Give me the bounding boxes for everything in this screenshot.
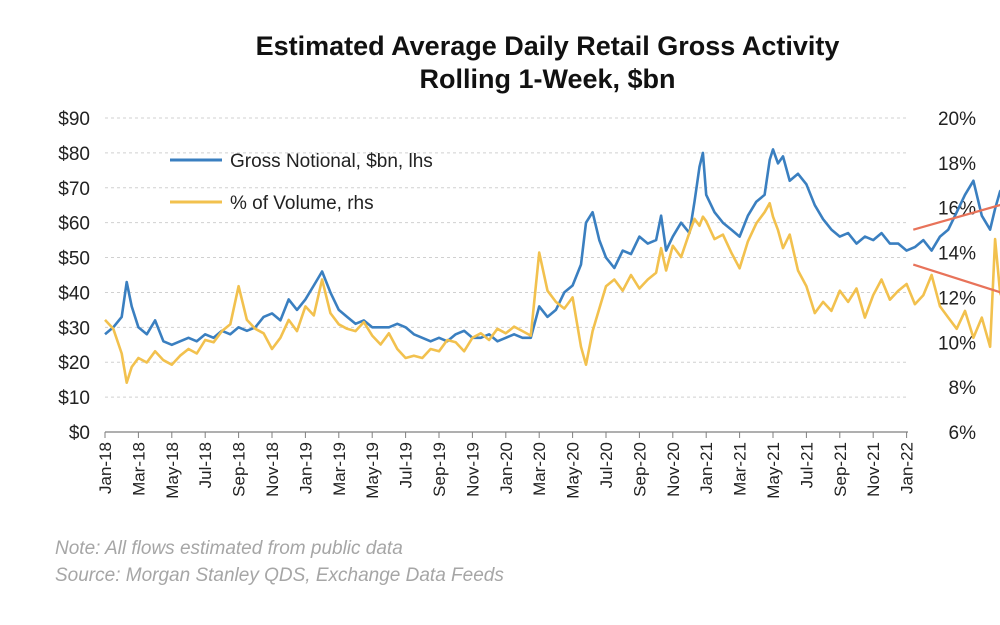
right-axis-tick-label: 18%	[938, 154, 976, 175]
x-axis-tick-label: Jul-18	[196, 442, 215, 488]
x-axis-tick-label: Sep-18	[230, 442, 249, 497]
series-line-pct-volume	[104, 201, 1000, 384]
x-axis-tick-label: Jan-21	[697, 442, 716, 494]
legend-label-gross-notional: Gross Notional, $bn, lhs	[230, 151, 433, 172]
left-axis-tick-label: $30	[58, 318, 90, 339]
left-axis-tick-label: $20	[58, 353, 90, 374]
right-axis-tick-label: 6%	[949, 423, 977, 444]
chart-title: Estimated Average Daily Retail Gross Act…	[255, 31, 840, 61]
trend-arrow-down	[912, 263, 1000, 294]
x-axis-tick-label: Sep-20	[630, 442, 649, 497]
x-axis-tick-label: May-21	[764, 442, 783, 499]
x-axis-tick-label: Jan-20	[497, 442, 516, 494]
x-axis-tick-label: Sep-19	[430, 442, 449, 497]
chart-subtitle: Rolling 1-Week, $bn	[419, 64, 676, 94]
x-axis-tick-label: Mar-18	[129, 442, 148, 496]
x-axis-tick-label: Jan-22	[898, 442, 917, 494]
x-axis-tick-label: Nov-18	[263, 442, 282, 497]
chart-source: Source: Morgan Stanley QDS, Exchange Dat…	[55, 565, 504, 586]
x-axis-tick-label: May-18	[163, 442, 182, 499]
left-axis-tick-label: $40	[58, 283, 90, 304]
right-axis-tick-label: 8%	[949, 378, 977, 399]
x-axis-tick-label: Nov-21	[864, 442, 883, 497]
x-axis-tick-label: Mar-20	[530, 442, 549, 496]
x-axis-tick-label: Mar-19	[330, 442, 349, 496]
x-axis-tick-label: Jul-19	[397, 442, 416, 488]
left-axis-tick-label: $80	[58, 144, 90, 165]
x-axis-tick-label: Nov-20	[664, 442, 683, 497]
x-axis-tick-label: May-20	[564, 442, 583, 499]
chart-title-block: Estimated Average Daily Retail Gross Act…	[0, 30, 1000, 96]
left-axis-tick-label: $10	[58, 388, 90, 409]
x-axis-tick-label: Jul-21	[797, 442, 816, 488]
x-axis-tick-label: Nov-19	[463, 442, 482, 497]
left-axis-tick-label: $70	[58, 179, 90, 200]
left-axis-tick-label: $60	[58, 214, 90, 235]
right-axis-tick-label: 20%	[938, 109, 976, 130]
series-line-gross-notional	[104, 148, 1000, 347]
left-axis-tick-label: $90	[58, 109, 90, 130]
x-axis-tick-label: Mar-21	[731, 442, 750, 496]
right-axis-tick-label: 12%	[938, 288, 976, 309]
x-axis-tick-label: Jan-18	[96, 442, 115, 494]
legend-label-pct-volume: % of Volume, rhs	[230, 193, 374, 214]
x-axis-tick-label: May-19	[363, 442, 382, 499]
left-axis-tick-label: $0	[69, 423, 90, 444]
x-axis-tick-label: Sep-21	[831, 442, 850, 497]
right-axis-tick-label: 10%	[938, 333, 976, 354]
chart-note: Note: All flows estimated from public da…	[55, 538, 403, 559]
left-axis-tick-label: $50	[58, 249, 90, 270]
x-axis-tick-label: Jul-20	[597, 442, 616, 488]
right-axis-tick-label: 14%	[938, 244, 976, 265]
trend-arrow-up	[912, 203, 1000, 231]
x-axis-tick-label: Jan-19	[296, 442, 315, 494]
